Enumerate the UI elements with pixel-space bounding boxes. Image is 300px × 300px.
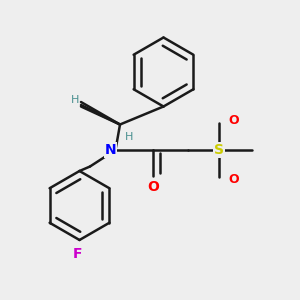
Text: N: N	[105, 143, 116, 157]
Text: F: F	[73, 248, 83, 262]
Text: O: O	[147, 180, 159, 194]
Text: O: O	[228, 114, 238, 127]
Text: S: S	[214, 143, 224, 157]
Text: H: H	[124, 132, 133, 142]
Text: H: H	[71, 95, 80, 105]
Text: O: O	[228, 173, 238, 186]
